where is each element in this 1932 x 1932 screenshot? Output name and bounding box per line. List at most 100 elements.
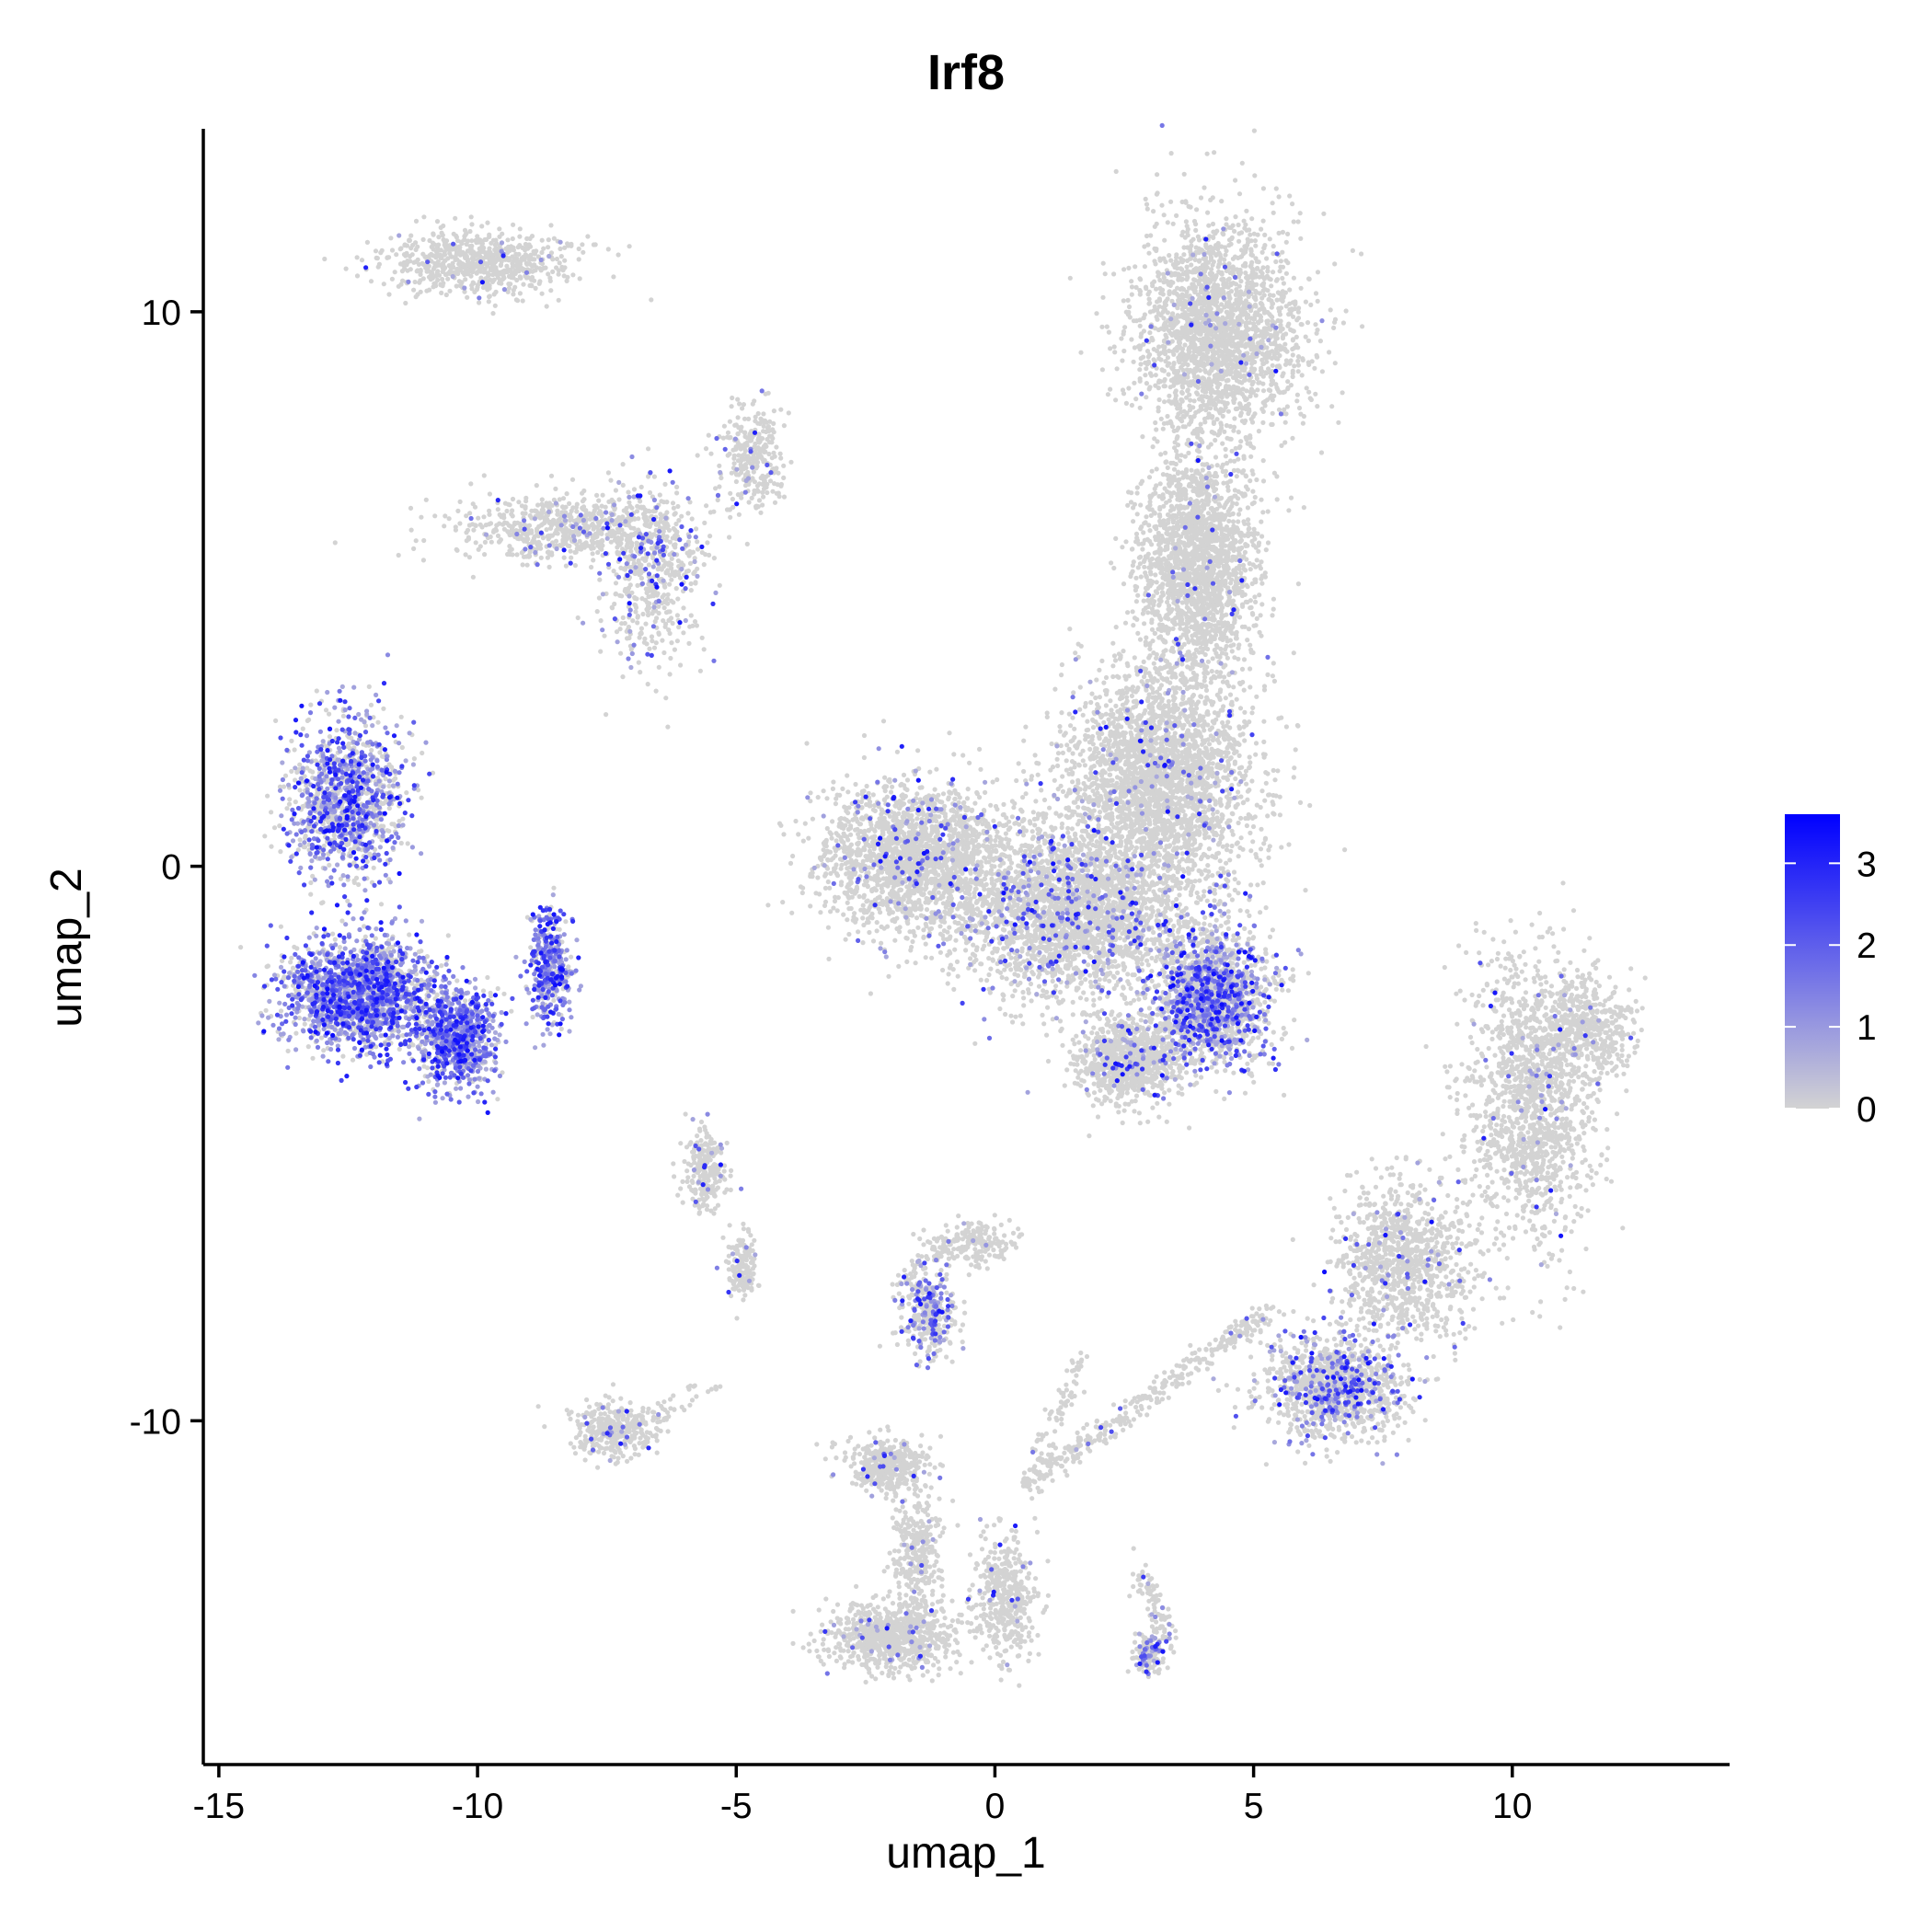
cell-point <box>368 702 374 707</box>
cell-point <box>600 492 605 498</box>
cell-point <box>1158 416 1164 421</box>
cell-point <box>788 459 794 465</box>
cell-point <box>411 756 417 762</box>
cell-point <box>1291 219 1296 224</box>
cell-point <box>678 662 684 668</box>
cell-point <box>478 264 485 270</box>
cell-point <box>262 834 268 839</box>
cell-point <box>453 524 458 530</box>
cell-point <box>521 282 526 287</box>
cell-point <box>562 245 568 250</box>
cell-point <box>388 236 394 241</box>
cell-point <box>631 525 637 531</box>
cell-point <box>293 1030 299 1036</box>
cell-point <box>481 514 487 520</box>
cell-point <box>640 611 646 617</box>
cell-point <box>1313 322 1318 328</box>
cell-point <box>1162 384 1167 389</box>
cell-point <box>1288 495 1294 500</box>
cell-point <box>548 473 555 478</box>
cell-point <box>284 806 290 811</box>
cell-point <box>638 484 644 490</box>
cell-point <box>688 581 694 587</box>
cell-point <box>417 280 422 285</box>
cell-point <box>635 503 640 509</box>
cell-point <box>485 270 490 276</box>
cell-point <box>426 263 431 269</box>
cell-point <box>598 531 604 536</box>
cell-point <box>398 282 404 287</box>
cell-point <box>1102 271 1108 277</box>
cell-point <box>628 517 634 523</box>
cell-point <box>469 222 475 227</box>
cell-point <box>597 509 603 514</box>
cell-point <box>440 269 445 274</box>
cell-point <box>487 512 492 517</box>
cell-point <box>514 552 520 558</box>
cell-point <box>738 462 743 467</box>
cell-point <box>1182 342 1188 348</box>
cell-point <box>626 489 631 495</box>
cell-point <box>1201 375 1207 382</box>
cell-point <box>538 555 544 560</box>
cell-point <box>1170 262 1176 268</box>
cell-point <box>1126 265 1132 270</box>
cell-point <box>539 291 545 296</box>
cell-point <box>564 278 569 283</box>
cell-point <box>289 768 294 775</box>
cell-point <box>681 630 686 636</box>
cell-point <box>1222 400 1227 406</box>
cell-point <box>569 954 574 960</box>
cell-point <box>770 489 776 494</box>
cell-point <box>686 640 692 647</box>
cell-point <box>421 1064 427 1069</box>
cell-point <box>477 238 484 244</box>
cell-point <box>280 958 285 963</box>
cell-point <box>460 270 466 275</box>
cell-point <box>447 288 453 293</box>
cell-point <box>381 282 386 287</box>
cell-point <box>456 244 462 249</box>
cell-point <box>681 605 686 611</box>
cell-point <box>738 428 744 433</box>
cell-point <box>1286 321 1292 327</box>
cell-point <box>634 509 640 514</box>
cell-point <box>426 1078 431 1085</box>
cell-point <box>742 448 748 454</box>
cell-point <box>1298 285 1304 291</box>
cell-point <box>455 508 461 514</box>
cell-point <box>539 249 545 256</box>
cell-point <box>487 508 492 513</box>
cell-point <box>420 236 426 242</box>
cell-point <box>1224 422 1229 429</box>
cell-point <box>569 241 574 247</box>
cell-point <box>467 260 473 266</box>
cell-point <box>423 497 429 502</box>
cell-point <box>1129 337 1134 342</box>
cell-point <box>1280 326 1285 332</box>
cell-point <box>636 516 641 522</box>
cell-point <box>638 575 645 581</box>
cell-point <box>534 483 539 489</box>
cell-point <box>728 490 733 496</box>
cell-point <box>1299 373 1305 378</box>
cell-point <box>327 862 332 868</box>
cell-point <box>386 292 392 297</box>
cell-point <box>671 505 677 511</box>
cell-point <box>1111 344 1117 350</box>
cell-point <box>638 631 644 637</box>
cell-point <box>398 714 404 719</box>
cell-point <box>403 300 408 306</box>
cell-point <box>1350 247 1355 253</box>
cell-point <box>385 828 390 834</box>
cell-point <box>769 433 775 439</box>
cell-point <box>364 239 370 245</box>
cell-point <box>575 615 581 621</box>
cell-point <box>509 546 514 552</box>
cell-point <box>557 260 562 266</box>
cell-point <box>1340 320 1346 326</box>
cell-point <box>308 891 314 897</box>
cell-point <box>663 696 669 701</box>
cell-point <box>488 521 494 526</box>
cell-point <box>613 591 619 596</box>
